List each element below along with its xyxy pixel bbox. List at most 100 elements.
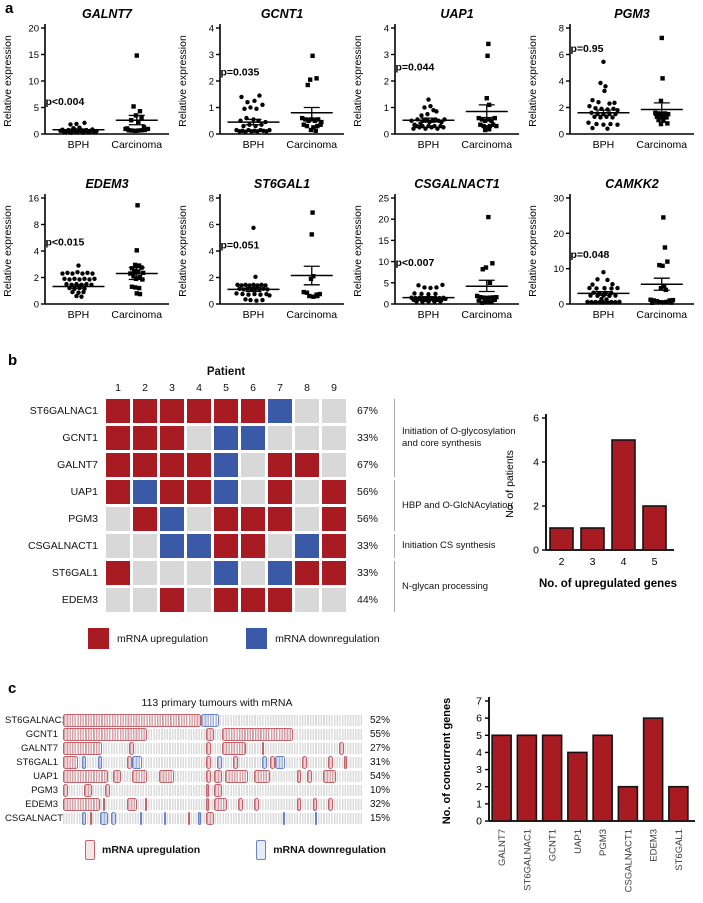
- matrix-cell: [187, 588, 211, 612]
- upregulation-segment: [126, 798, 137, 811]
- downregulation-segment: [201, 714, 220, 727]
- upregulation-segment: [129, 742, 135, 755]
- downregulation-segment: [81, 756, 87, 769]
- svg-text:2: 2: [559, 556, 565, 568]
- svg-text:20: 20: [378, 215, 389, 226]
- matrix-cell: [268, 507, 292, 531]
- upregulation-segment: [222, 728, 294, 741]
- matrix-cell: [187, 426, 211, 450]
- matrix-cell: [160, 426, 184, 450]
- svg-text:CSGALNACT1: CSGALNACT1: [623, 829, 634, 892]
- matrix-cell: [241, 534, 265, 558]
- oncoprint-row-st6galnac1: ST6GALNAC1 52%: [5, 714, 450, 727]
- patient-column-label: 8: [304, 382, 310, 394]
- legend-item: mRNA downregulation: [256, 840, 386, 860]
- svg-text:6: 6: [209, 220, 214, 231]
- svg-text:2: 2: [559, 103, 564, 114]
- scatter-plot-csgalnact1: 0 5 10 15 20 25 CSGALNACT1 Relative expression p…: [350, 174, 525, 344]
- matrix-cell: [160, 507, 184, 531]
- svg-text:0: 0: [34, 300, 39, 311]
- svg-text:Relative expression: Relative expression: [2, 205, 14, 297]
- oncoprint-row-edem3: EDEM3 32%: [5, 798, 450, 811]
- downregulation-segment: [100, 812, 108, 825]
- matrix-gene-label: ST6GALNAC1: [29, 405, 98, 417]
- scatter-plot-gcnt1: 0 1 2 3 4 GCNT1 Relative expression p=0.035 BPH C…: [175, 4, 350, 174]
- upregulation-swatch: [85, 840, 95, 860]
- matrix-cell: [295, 534, 319, 558]
- matrix-cell: [295, 480, 319, 504]
- svg-text:8: 8: [559, 24, 564, 35]
- matrix-row-percentage: 56%: [357, 513, 379, 525]
- svg-text:No. of upregulated genes: No. of upregulated genes: [539, 578, 677, 590]
- svg-text:2: 2: [476, 781, 482, 793]
- matrix-cell: [106, 507, 130, 531]
- scatter-svg-gcnt1: 0 1 2 3 4 GCNT1 Relative expression p=0.035 BPH C…: [177, 7, 344, 151]
- svg-text:10: 10: [28, 77, 39, 88]
- svg-text:2: 2: [533, 501, 539, 513]
- svg-text:0: 0: [34, 130, 39, 141]
- upregulation-segment: [339, 742, 344, 755]
- matrix-cell: [106, 426, 130, 450]
- svg-text:4: 4: [34, 247, 39, 258]
- upregulation-segment: [105, 784, 111, 797]
- svg-text:25: 25: [378, 194, 389, 205]
- scatter-svg-uap1: 0 1 2 3 4 UAP1 Relative expression p=0.044 BPH Ca…: [352, 7, 519, 151]
- svg-text:1: 1: [209, 103, 214, 114]
- upregulation-segment: [222, 742, 246, 755]
- upregulation-segment: [206, 798, 209, 811]
- svg-text:PGM3: PGM3: [598, 829, 609, 856]
- svg-text:3: 3: [384, 50, 389, 61]
- upregulation-segment: [206, 728, 214, 741]
- svg-text:GCNT1: GCNT1: [548, 829, 559, 861]
- svg-text:8: 8: [34, 220, 39, 231]
- scatter-svg-camkk2: 0 10 20 30 CAMKK2 Relative expression p=0.048 B…: [527, 177, 694, 321]
- panel-c-bar-chart: 0 1 2 3 4 5 6 7 GALNT7 ST6GALNAC1 GCNT1 UAP1 PGM3 CSG…: [435, 685, 703, 903]
- pathway-annotation: Initiation CS synthesis: [394, 534, 516, 558]
- oncoprint-row-percentage: 15%: [370, 813, 391, 824]
- svg-text:p<0.004: p<0.004: [45, 96, 84, 108]
- matrix-cell: [295, 561, 319, 585]
- svg-text:ST6GALNAC1: ST6GALNAC1: [522, 829, 533, 891]
- matrix-cell: [295, 588, 319, 612]
- matrix-cell: [322, 588, 346, 612]
- upregulation-segment: [158, 770, 174, 783]
- svg-text:Relative expression: Relative expression: [177, 35, 189, 127]
- oncoprint-row-percentage: 27%: [370, 743, 391, 754]
- svg-text:5: 5: [34, 103, 39, 114]
- patient-column-label: 5: [223, 382, 229, 394]
- pathway-annotation: Initiation of O-glycosylation and core s…: [394, 399, 516, 477]
- svg-text:15: 15: [28, 50, 39, 61]
- matrix-cell: [322, 399, 346, 423]
- svg-text:5: 5: [652, 556, 658, 568]
- legend-label: mRNA upregulation: [117, 632, 209, 645]
- downregulation-segment: [315, 812, 318, 825]
- matrix-row-percentage: 33%: [357, 567, 379, 579]
- svg-text:EDEM3: EDEM3: [85, 177, 128, 191]
- bar-chart-svg-patients_bar: 0 2 4 6 2 3 4 5 No. of patients No. of upregulate…: [504, 413, 677, 591]
- matrix-cell: [322, 426, 346, 450]
- svg-text:CSGALNACT1: CSGALNACT1: [414, 177, 499, 191]
- upregulation-segment: [254, 770, 270, 783]
- svg-text:Relative expression: Relative expression: [2, 35, 14, 127]
- upregulation-segment: [63, 756, 79, 769]
- matrix-cell: [187, 480, 211, 504]
- svg-text:20: 20: [28, 24, 39, 35]
- oncoprint-track: [63, 784, 363, 797]
- upregulation-segment: [301, 756, 307, 769]
- matrix-row-gcnt1: GCNT1 33%: [18, 426, 578, 450]
- svg-text:BPH: BPH: [243, 139, 265, 151]
- scatter-plot-galnt7: 0 5 10 15 20 GALNT7 Relative expression p<0.004…: [0, 4, 175, 174]
- legend-item: mRNA downregulation: [246, 628, 380, 649]
- matrix-row-csgalnact1: CSGALNACT1 33%: [18, 534, 578, 558]
- svg-text:EDEM3: EDEM3: [649, 829, 660, 862]
- matrix-cell: [187, 561, 211, 585]
- matrix-cell: [187, 399, 211, 423]
- patient-column-label: 9: [331, 382, 337, 394]
- svg-text:4: 4: [209, 24, 214, 35]
- oncoprint-row-gcnt1: GCNT1 55%: [5, 728, 450, 741]
- patient-column-label: 4: [196, 382, 202, 394]
- svg-text:BPH: BPH: [418, 309, 440, 321]
- svg-text:16: 16: [28, 194, 39, 205]
- svg-text:Carcinoma: Carcinoma: [461, 139, 512, 151]
- matrix-cell: [322, 534, 346, 558]
